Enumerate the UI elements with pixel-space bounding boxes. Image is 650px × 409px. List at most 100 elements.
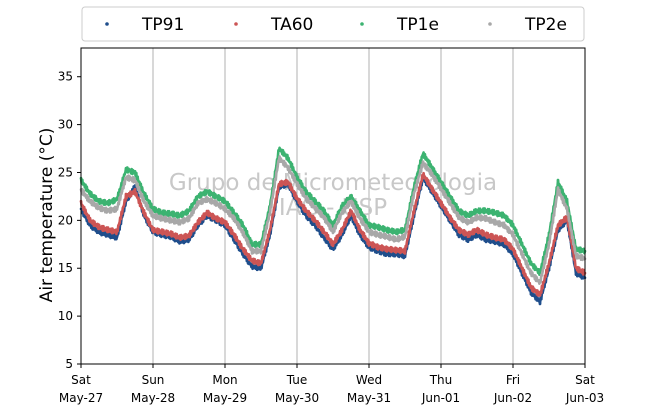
data-point (318, 225, 322, 228)
data-point (217, 216, 220, 220)
data-point (366, 222, 370, 225)
data-point (270, 205, 273, 209)
data-point (399, 236, 403, 239)
y-tick-label: 10 (58, 309, 73, 323)
legend-label-TP91: TP91 (141, 15, 184, 35)
series-layer (79, 146, 587, 306)
data-point (196, 195, 200, 199)
data-point (128, 169, 132, 173)
data-point (225, 220, 228, 223)
data-point (173, 212, 177, 215)
data-point (456, 233, 460, 237)
data-point (218, 219, 222, 222)
data-point (245, 252, 249, 255)
data-point (88, 216, 92, 220)
data-point (471, 219, 475, 223)
x-tick-label-date: May-29 (203, 391, 247, 405)
data-point (259, 261, 263, 265)
data-point (538, 269, 542, 273)
data-point (254, 259, 258, 263)
data-point (558, 229, 561, 233)
data-point (237, 218, 241, 221)
data-point (322, 217, 326, 221)
y-tick-label: 25 (58, 165, 73, 179)
data-point (410, 202, 413, 206)
data-point (146, 220, 150, 224)
x-tick-label-date: May-30 (275, 391, 319, 405)
data-point (416, 191, 420, 195)
data-point (520, 267, 524, 271)
data-point (145, 201, 148, 205)
legend: TP91 TA60 TP1e TP2e (81, 6, 585, 42)
data-point (416, 181, 420, 184)
data-point (405, 230, 408, 233)
data-point (253, 265, 256, 268)
data-point (468, 235, 471, 238)
data-point (365, 218, 368, 221)
data-point (455, 203, 458, 206)
data-point (415, 185, 418, 189)
x-tick-label-date: Jun-02 (493, 391, 532, 405)
data-point (546, 236, 549, 240)
data-point (263, 231, 267, 235)
data-point (408, 224, 412, 228)
data-point (582, 247, 585, 251)
y-tick-label: 30 (58, 118, 73, 132)
data-point (245, 237, 249, 240)
data-point (192, 229, 196, 232)
data-point (569, 228, 573, 232)
data-point (540, 273, 543, 277)
data-point (257, 248, 260, 252)
data-point (129, 177, 133, 181)
data-point (291, 190, 295, 194)
data-point (230, 213, 233, 217)
data-point (118, 221, 121, 224)
data-point (417, 174, 421, 178)
data-point (348, 214, 352, 218)
data-point (450, 204, 453, 207)
series-TA60 (79, 171, 587, 297)
data-point (502, 221, 506, 225)
data-point (81, 211, 84, 215)
x-tick-label-day: Thu (429, 373, 453, 387)
data-point (429, 169, 433, 172)
data-point (390, 246, 394, 250)
data-point (142, 209, 146, 212)
data-point (335, 222, 339, 225)
data-point (354, 200, 358, 204)
data-point (540, 291, 543, 294)
data-point (509, 242, 512, 246)
data-point (133, 187, 137, 191)
data-point (235, 235, 238, 239)
data-point (327, 215, 331, 219)
data-point (299, 206, 303, 210)
data-point (136, 175, 139, 178)
data-point (83, 186, 87, 189)
data-point (212, 200, 215, 204)
data-point (447, 191, 451, 195)
data-point (241, 233, 245, 237)
data-point (572, 242, 575, 246)
data-point (253, 249, 256, 253)
data-point (406, 225, 409, 228)
data-point (342, 212, 345, 215)
data-point (457, 214, 461, 217)
data-point (235, 242, 238, 245)
data-point (90, 219, 93, 223)
data-point (520, 241, 524, 245)
data-point (576, 247, 579, 250)
data-point (326, 213, 330, 217)
data-point (108, 227, 111, 231)
data-point (545, 255, 548, 258)
data-point (393, 235, 397, 239)
data-point (385, 253, 389, 256)
data-point (299, 179, 303, 183)
data-point (569, 239, 573, 242)
data-point (491, 233, 494, 236)
data-point (502, 213, 506, 216)
data-point (275, 170, 278, 174)
data-point (189, 215, 192, 218)
data-point (318, 232, 322, 236)
data-point (93, 204, 97, 208)
data-point (135, 191, 138, 195)
